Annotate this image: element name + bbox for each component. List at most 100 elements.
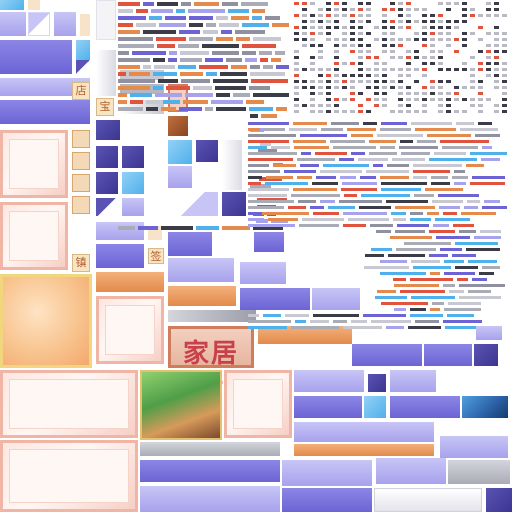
texture-strip [358,158,388,161]
texture-strip [406,38,411,41]
texture-strip [318,20,323,23]
texture-strip [342,110,347,113]
texture-strip [430,38,435,41]
texture-strip [216,107,246,111]
split-tile [168,192,218,216]
texture-strip [478,50,483,53]
texture-strip [294,146,329,149]
texture-strip [422,110,427,113]
texture-strip [178,44,199,48]
chip-tile [72,174,90,192]
texture-strip [478,62,483,65]
texture-strip [291,326,339,329]
texture-strip [350,26,355,29]
texture-strip [397,224,429,227]
texture-strip [350,32,355,35]
beige-tile [80,14,90,36]
texture-strip [295,320,306,323]
texture-strip [298,200,316,203]
texture-strip [438,80,443,83]
texture-strip [118,30,140,34]
texture-strip [248,146,267,149]
texture-strip [235,30,265,34]
texture-strip [334,104,339,107]
texture-strip [248,188,289,191]
texture-strip [154,65,175,69]
texture-strip [376,230,391,233]
texture-strip [470,68,475,71]
pink-panel [96,296,164,364]
texture-strip [347,128,376,131]
texture-strip [390,56,395,59]
texture-strip [414,110,419,113]
texture-strip [166,86,190,90]
texture-strip [445,326,476,329]
texture-strip [398,86,403,89]
texture-strip [468,260,497,263]
texture-strip [350,50,355,53]
texture-strip [318,86,323,89]
texture-strip [365,254,384,257]
texture-strip [333,320,347,323]
texture-strip [118,72,126,76]
texture-strip [486,2,491,5]
texture-strip [438,194,479,197]
texture-strip [448,302,481,305]
texture-strip [470,182,505,185]
texture-strip [382,62,387,65]
texture-strip [482,206,507,209]
texture-strip [181,2,191,6]
lavender-bar [376,458,446,484]
texture-strip [318,104,323,107]
texture-strip [446,20,451,23]
texture-strip [364,266,409,269]
texture-strip [446,26,451,29]
texture-strip [388,254,425,257]
texture-strip [340,176,356,179]
texture-strip [250,184,271,188]
texture-strip [486,44,491,47]
texture-strip [438,104,443,107]
texture-strip [248,200,294,203]
texture-strip [130,100,143,104]
texture-strip [334,98,339,101]
texture-strip [446,2,451,5]
texture-strip [265,182,308,185]
texture-strip [390,110,395,113]
lavender-tile [168,166,192,188]
texture-strip [470,8,475,11]
texture-strip [414,20,419,23]
texture-strip [153,58,165,62]
texture-strip [398,20,403,23]
texture-strip [430,56,435,59]
texture-strip [242,51,256,55]
texture-strip [293,122,327,125]
texture-strip [294,80,299,83]
texture-strip [206,72,217,76]
texture-strip [380,272,426,275]
texture-strip [432,200,463,203]
texture-strip [302,32,307,35]
texture-strip [275,51,285,55]
texture-strip [439,206,460,209]
texture-strip [138,226,158,230]
lavender-tile [476,326,502,340]
texture-strip [454,98,459,101]
texture-strip [253,37,281,41]
texture-strip [390,44,395,47]
purple-tile [486,488,512,512]
texture-strip [462,110,467,113]
texture-strip [494,62,499,65]
texture-strip [350,44,355,47]
split-tile [96,198,118,216]
texture-strip [366,170,409,173]
texture-strip [377,134,423,137]
texture-strip [248,194,287,197]
texture-strip [143,65,151,69]
purple-tile [122,146,144,168]
texture-strip [502,80,507,83]
texture-strip [293,188,337,191]
texture-strip [494,26,499,29]
texture-strip [259,51,272,55]
texture-strip [410,212,423,215]
